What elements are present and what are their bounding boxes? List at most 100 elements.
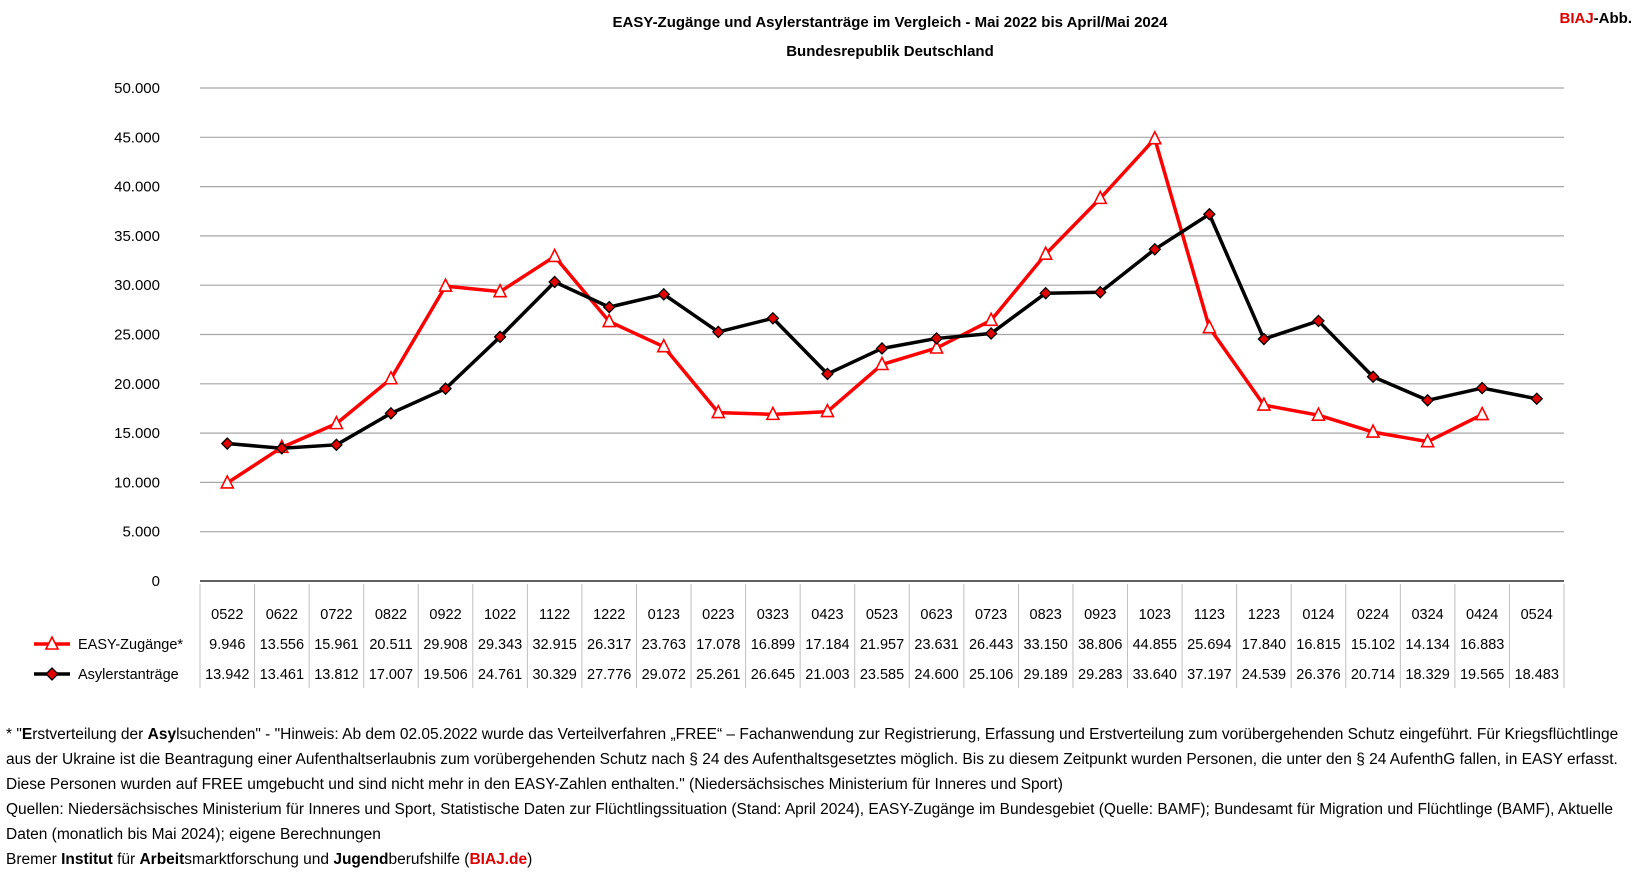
data-label: 24.600 — [914, 667, 958, 683]
data-label: 44.855 — [1133, 637, 1177, 653]
data-label: 14.134 — [1405, 637, 1449, 653]
data-label: 26.376 — [1296, 667, 1340, 683]
data-label: 37.197 — [1187, 667, 1231, 683]
category-label: 0424 — [1466, 607, 1498, 623]
data-point-easy — [547, 247, 562, 263]
y-tick-label: 25.000 — [114, 327, 160, 344]
data-label: 16.883 — [1460, 637, 1504, 653]
data-label: 21.957 — [860, 637, 904, 653]
category-label: 0124 — [1302, 607, 1334, 623]
note-text-1: rstverteilung der — [32, 726, 148, 743]
data-label: 33.640 — [1133, 667, 1177, 683]
data-point-easy — [711, 403, 726, 419]
category-label: 0623 — [920, 607, 952, 623]
legend-label: Asylerstanträge — [78, 667, 179, 683]
chart: EASY-Zugänge und Asylerstanträge im Verg… — [34, 10, 1632, 688]
category-label: 0123 — [648, 607, 680, 623]
data-label: 23.631 — [914, 637, 958, 653]
category-label: 0822 — [375, 607, 407, 623]
data-point-asyl — [711, 325, 725, 339]
data-point-easy — [492, 282, 508, 298]
data-point-asyl — [548, 275, 562, 289]
data-point-easy — [1092, 189, 1108, 205]
chart-title: EASY-Zugänge und Asylerstanträge im Verg… — [613, 14, 1169, 31]
category-label: 0224 — [1357, 607, 1389, 623]
inst-text-4: berufshilfe ( — [388, 851, 470, 868]
inst-text-3: smarktforschung und — [184, 851, 334, 868]
data-point-easy — [1147, 129, 1163, 145]
data-label: 17.007 — [369, 667, 413, 683]
data-label: 25.261 — [696, 667, 740, 683]
note-bold-asy: Asy — [147, 726, 177, 743]
data-point-asyl — [1421, 393, 1435, 407]
note-text-2: lsuchenden" - "Hinweis: Ab dem 02.05.202… — [6, 726, 1619, 793]
data-label: 17.840 — [1242, 637, 1286, 653]
data-point-asyl — [493, 330, 507, 344]
data-label: 23.763 — [642, 637, 686, 653]
legend-label: EASY-Zugänge* — [78, 637, 183, 653]
data-label: 26.443 — [969, 637, 1013, 653]
data-point-easy — [383, 369, 399, 385]
data-point-asyl — [329, 438, 343, 452]
category-label: 1123 — [1194, 607, 1225, 623]
y-tick-label: 10.000 — [114, 474, 160, 491]
chart-subtitle: Bundesrepublik Deutschland — [786, 43, 994, 60]
data-label: 23.585 — [860, 667, 904, 683]
badge-brand: BIAJ — [1559, 10, 1593, 27]
category-label: 0324 — [1411, 607, 1443, 623]
category-label: 0622 — [266, 607, 298, 623]
data-label: 26.317 — [587, 637, 631, 653]
badge-suffix: -Abb. — [1594, 10, 1632, 27]
y-tick-label: 20.000 — [114, 376, 160, 393]
data-point-asyl — [930, 332, 943, 345]
data-label: 27.776 — [587, 667, 631, 683]
data-label: 29.072 — [642, 667, 686, 683]
legend-marker — [44, 635, 60, 650]
data-label: 29.343 — [478, 637, 522, 653]
data-label: 33.150 — [1024, 637, 1068, 653]
data-point-asyl — [1366, 370, 1380, 384]
data-point-easy — [438, 277, 453, 292]
data-label: 17.184 — [805, 637, 849, 653]
category-label: 0922 — [429, 607, 461, 623]
inst-bold-1: Institut — [61, 851, 113, 868]
data-point-asyl — [220, 437, 234, 450]
data-point-asyl — [766, 311, 780, 325]
category-label: 1223 — [1248, 607, 1280, 623]
data-point-asyl — [1202, 207, 1216, 221]
y-tick-label: 45.000 — [114, 129, 160, 146]
data-label: 15.961 — [314, 637, 358, 653]
data-label: 21.003 — [805, 667, 849, 683]
y-tick-label: 40.000 — [114, 179, 160, 196]
data-point-asyl — [984, 327, 998, 340]
grid-lines — [200, 87, 1564, 582]
footnote: * "Erstverteilung der Asylsuchenden" - "… — [6, 722, 1634, 872]
inst-text-5: ) — [527, 851, 533, 868]
data-label: 17.078 — [696, 637, 740, 653]
footnote-sources: Quellen: Niedersächsisches Ministerium f… — [6, 801, 1614, 843]
data-label: 30.329 — [532, 667, 576, 683]
data-table: 0522 0622 0722 0822 0922 1022 1122 1222 0123 0223… — [34, 584, 1565, 688]
data-point-easy — [1311, 406, 1326, 422]
category-label: 0823 — [1030, 607, 1062, 623]
data-label: 20.714 — [1351, 667, 1395, 683]
footnote-institute: Bremer Institut für Arbeitsmarktforschun… — [6, 847, 1634, 872]
data-label: 19.506 — [423, 667, 467, 683]
series-lines — [219, 129, 1544, 489]
y-tick-label: 5.000 — [122, 524, 160, 541]
data-point-easy — [983, 311, 999, 327]
data-point-easy — [1202, 318, 1217, 334]
series-line — [226, 136, 1483, 485]
inst-text-2: für — [112, 851, 140, 868]
data-point-asyl — [1475, 381, 1489, 395]
data-label: 29.283 — [1078, 667, 1122, 683]
data-label: 25.694 — [1187, 637, 1231, 653]
data-label: 32.915 — [532, 637, 576, 653]
inst-bold-2: Arbeit — [139, 851, 185, 868]
category-label: 0522 — [211, 607, 243, 623]
biaj-link[interactable]: BIAJ.de — [469, 851, 528, 868]
data-point-easy — [1038, 245, 1053, 260]
data-point-easy — [1474, 405, 1490, 421]
data-label: 9.946 — [209, 637, 245, 653]
data-label: 29.189 — [1024, 667, 1068, 683]
